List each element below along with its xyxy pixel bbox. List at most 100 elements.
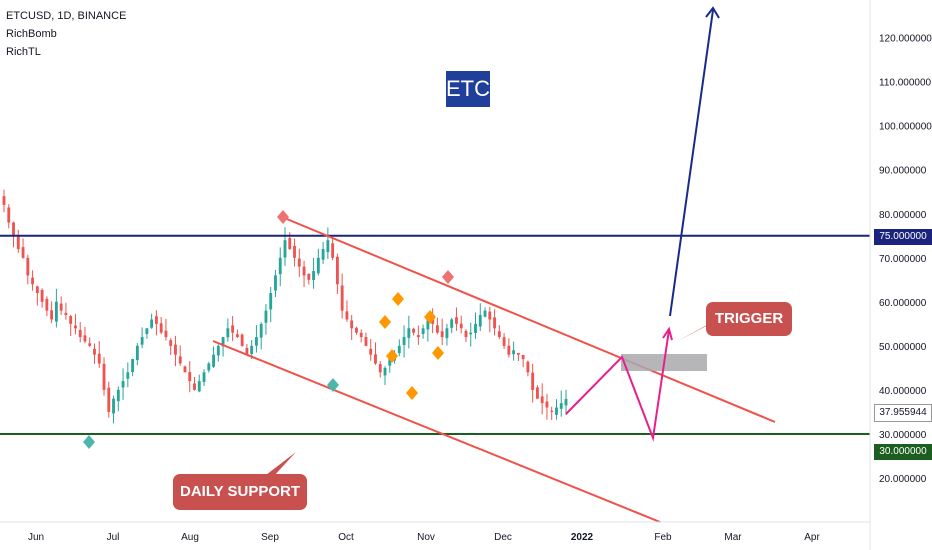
- candle-body: [402, 337, 406, 346]
- candle-body: [455, 317, 458, 324]
- candle-body: [145, 328, 149, 335]
- drawing-lines: [0, 6, 870, 523]
- candle-body: [135, 345, 139, 361]
- candle-body: [131, 359, 135, 372]
- candle-body: [450, 319, 454, 328]
- candle-body: [107, 387, 111, 412]
- buy-diamond-marker: [327, 378, 339, 392]
- candle-body: [388, 359, 392, 366]
- y-tick-label: 30.000000: [879, 430, 927, 441]
- candle-body: [93, 348, 96, 355]
- candle-body: [35, 286, 39, 294]
- current-price-tag: 37.955944: [874, 404, 932, 422]
- candle-body: [297, 258, 301, 267]
- candle-body: [140, 337, 144, 345]
- candle-body: [383, 367, 387, 376]
- candle-body: [259, 323, 263, 338]
- candle-body: [378, 364, 382, 373]
- candle-body: [474, 323, 477, 333]
- candlestick-series: [2, 189, 568, 424]
- y-tick-label: 60.000000: [879, 298, 927, 309]
- candle-body: [559, 403, 563, 409]
- candle-body: [540, 396, 544, 404]
- candle-body: [254, 337, 258, 346]
- signal-diamond-marker: [379, 315, 391, 329]
- candle-body: [483, 310, 487, 317]
- symbol-title: ETCUSD, 1D, BINANCE: [6, 10, 127, 22]
- candle-body: [221, 337, 225, 347]
- candle-body: [369, 348, 373, 355]
- candle-body: [183, 366, 187, 373]
- candle-body: [516, 352, 520, 355]
- candle-body: [231, 325, 235, 333]
- x-tick-label: Sep: [261, 532, 279, 543]
- candle-body: [307, 273, 311, 280]
- x-tick-label: Dec: [494, 532, 512, 543]
- candle-body: [555, 407, 558, 415]
- candle-body: [435, 325, 439, 333]
- y-tick-label: 90.000000: [879, 166, 927, 177]
- y-tick-label: 40.000000: [879, 386, 927, 397]
- candle-body: [312, 271, 316, 281]
- x-tick-label: 2022: [571, 532, 594, 543]
- candle-body: [31, 277, 35, 285]
- y-tick-label: 50.000000: [879, 342, 927, 353]
- candle-body: [269, 293, 273, 310]
- candle-body: [45, 298, 49, 311]
- candle-body: [535, 387, 539, 399]
- indicator-richtl[interactable]: RichTL: [6, 46, 41, 58]
- candle-body: [264, 310, 268, 323]
- indicator-richbomb[interactable]: RichBomb: [6, 28, 57, 40]
- candle-body: [245, 347, 249, 355]
- candle-body: [78, 330, 82, 338]
- candle-body: [202, 372, 206, 383]
- candle-body: [64, 312, 68, 316]
- candle-body: [407, 328, 411, 338]
- candle-body: [350, 320, 354, 329]
- candle-body: [316, 257, 320, 274]
- candle-body: [293, 245, 296, 258]
- candle-body: [40, 289, 44, 302]
- candle-body: [440, 331, 444, 338]
- candle-body: [235, 334, 239, 338]
- x-tick-label: Oct: [338, 532, 354, 543]
- candle-body: [126, 372, 130, 379]
- candle-body: [550, 410, 554, 412]
- projection-zigzag: [565, 329, 670, 442]
- candle-body: [545, 401, 549, 408]
- x-tick-label: Mar: [724, 532, 742, 543]
- candle-body: [102, 363, 106, 390]
- x-tick-label: Aug: [181, 532, 199, 543]
- candle-body: [59, 303, 63, 311]
- candle-body: [188, 372, 192, 382]
- candle-body: [212, 354, 215, 367]
- channel-lower-line: [212, 340, 661, 523]
- candle-body: [364, 336, 368, 346]
- candle-body: [274, 275, 277, 291]
- candle-body: [240, 334, 244, 346]
- candle-body: [464, 330, 468, 338]
- candle-body: [531, 372, 535, 390]
- support-price-tag: 30.000000: [874, 444, 932, 460]
- buy-diamond-marker: [83, 435, 95, 449]
- candle-body: [331, 243, 335, 258]
- candle-body: [226, 328, 230, 338]
- candle-body: [326, 240, 330, 253]
- candle-body: [521, 354, 525, 360]
- candle-body: [69, 316, 73, 324]
- candle-body: [250, 345, 254, 355]
- projection-arrowhead: [662, 326, 673, 341]
- candle-body: [207, 363, 211, 371]
- y-tick-label: 80.000000: [879, 210, 927, 221]
- candle-body: [493, 317, 496, 329]
- candle-body: [397, 345, 401, 354]
- x-tick-label: Nov: [417, 532, 435, 543]
- candle-body: [169, 340, 173, 346]
- resistance-price-tag: 75.000000: [874, 229, 932, 245]
- candle-body: [54, 301, 58, 322]
- x-tick-label: Jul: [107, 532, 120, 543]
- long-term-arrowhead: [705, 6, 720, 19]
- candle-body: [355, 327, 358, 333]
- y-tick-label: 110.000000: [879, 78, 932, 89]
